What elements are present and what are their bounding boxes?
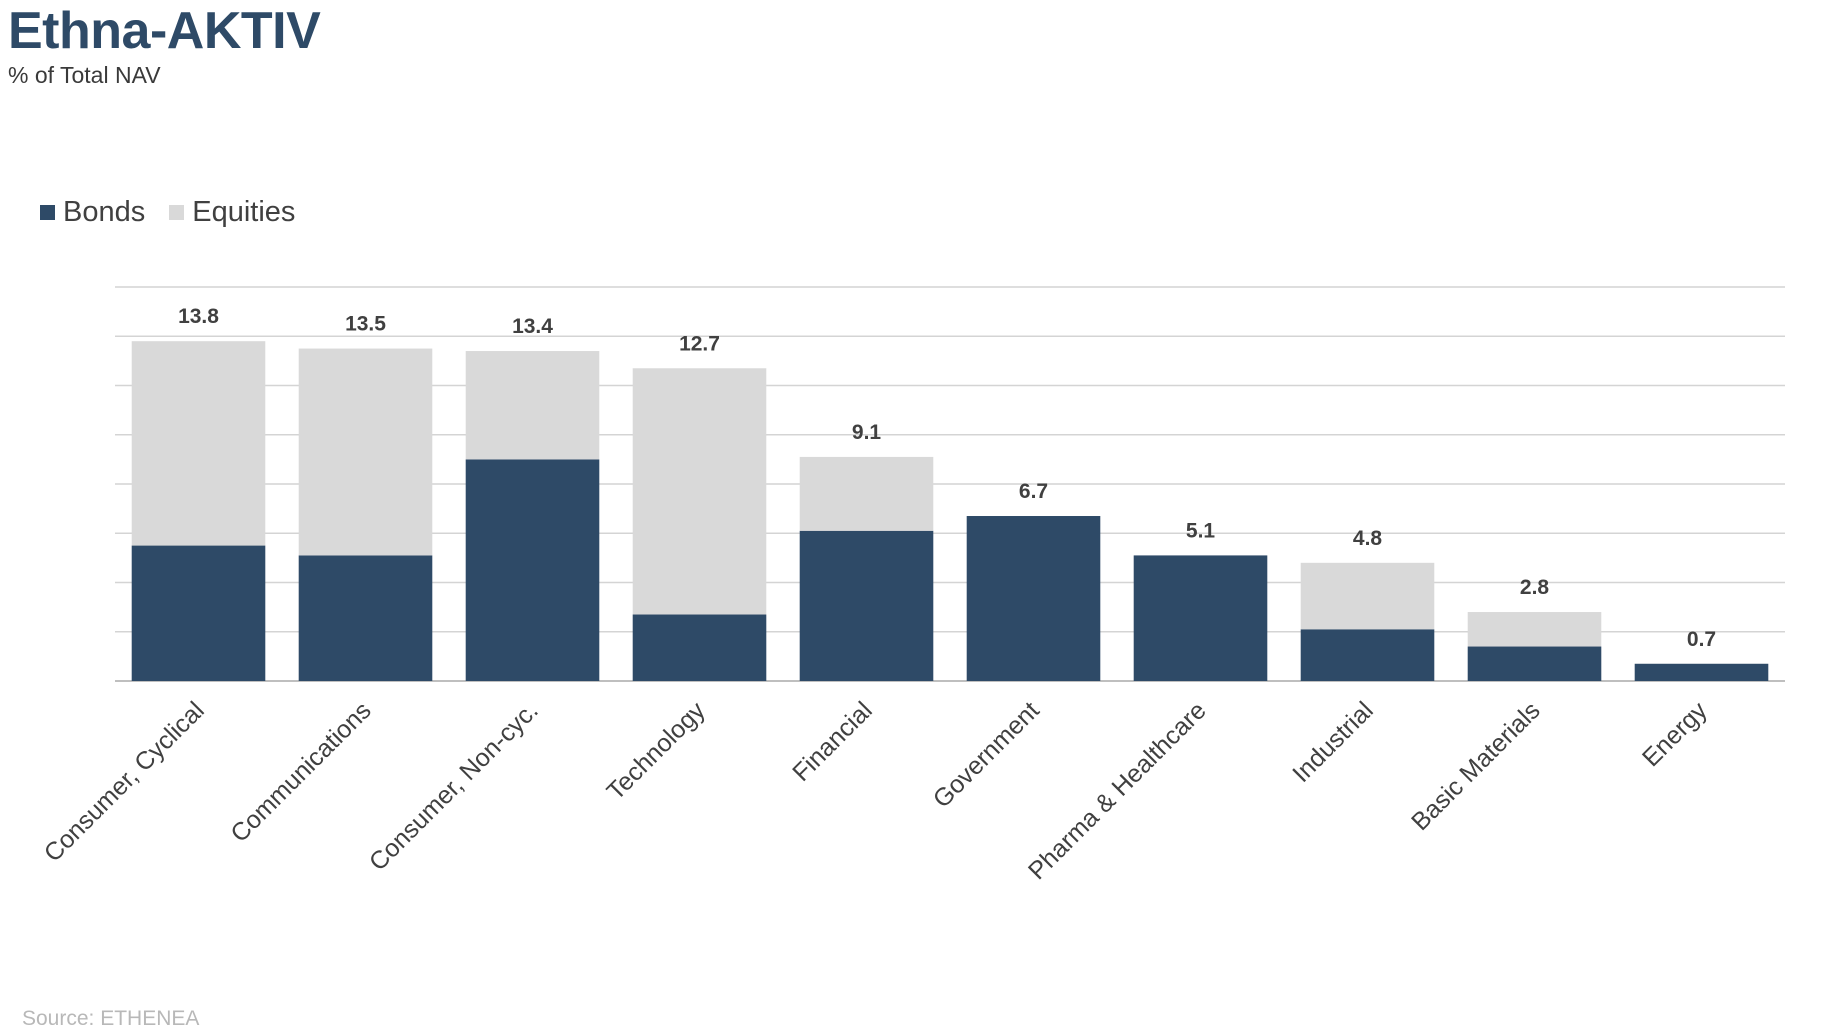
x-tick-label: Technology bbox=[602, 696, 712, 806]
x-tick-label: Government bbox=[928, 696, 1045, 813]
bar-bonds-0 bbox=[131, 545, 266, 681]
bar-equities-7 bbox=[1300, 562, 1435, 630]
data-label-total: 5.1 bbox=[1186, 519, 1216, 542]
bar-equities-8 bbox=[1467, 612, 1602, 647]
x-tick-label: Consumer, Cyclical bbox=[39, 696, 210, 867]
data-labels: 13.8 13.5 13.4 12.7 9.1 6.7 5.1 4.8 2.8 0.7 bbox=[178, 305, 1716, 651]
legend-swatch-equities bbox=[169, 205, 185, 220]
x-tick-label: Industrial bbox=[1287, 696, 1379, 788]
data-label-total: 6.7 bbox=[1019, 480, 1048, 503]
data-label-total: 4.8 bbox=[1353, 527, 1383, 550]
chart-title: Ethna-AKTIV bbox=[8, 2, 321, 60]
bar-equities-4 bbox=[799, 456, 934, 531]
bar-bonds-4 bbox=[799, 530, 934, 681]
legend-label-equities: Equities bbox=[192, 196, 296, 228]
bar-bonds-7 bbox=[1300, 629, 1435, 681]
legend: Bonds Equities bbox=[40, 196, 319, 229]
data-label-total: 13.5 bbox=[345, 313, 386, 336]
x-tick-label: Pharma & Healthcare bbox=[1023, 696, 1212, 885]
x-tick-label: Financial bbox=[787, 696, 878, 787]
legend-item-bonds: Bonds bbox=[40, 196, 145, 229]
bar-bonds-6 bbox=[1133, 555, 1268, 681]
bar-bonds-2 bbox=[465, 459, 600, 681]
bar-equities-2 bbox=[465, 351, 600, 460]
data-label-total: 13.8 bbox=[178, 305, 219, 328]
bars bbox=[131, 341, 1769, 681]
x-tick-label: Basic Materials bbox=[1406, 696, 1546, 836]
bar-bonds-5 bbox=[966, 516, 1101, 681]
data-label-total: 2.8 bbox=[1520, 576, 1550, 599]
data-label-total: 13.4 bbox=[512, 315, 553, 338]
data-label-total: 0.7 bbox=[1687, 628, 1716, 651]
source-note: Source: ETHENEA bbox=[22, 1007, 200, 1030]
bar-bonds-1 bbox=[298, 555, 433, 681]
bar-bonds-3 bbox=[632, 614, 767, 681]
bar-equities-3 bbox=[632, 368, 767, 615]
data-label-total: 12.7 bbox=[679, 332, 720, 355]
x-tick-labels: Consumer, Cyclical CommunicationsConsumer… bbox=[39, 696, 1713, 885]
bar-equities-1 bbox=[298, 348, 433, 556]
bar-bonds-9 bbox=[1634, 663, 1769, 681]
x-tick-label: Energy bbox=[1637, 696, 1713, 772]
data-label-total: 9.1 bbox=[852, 421, 882, 444]
legend-swatch-bonds bbox=[40, 205, 55, 220]
legend-item-equities: Equities bbox=[169, 196, 295, 229]
bar-bonds-8 bbox=[1467, 646, 1602, 681]
x-tick-label: Consumer, Non-cyc. bbox=[364, 696, 544, 876]
x-tick-label: Communications bbox=[225, 696, 376, 847]
chart-subtitle: % of Total NAV bbox=[8, 62, 161, 88]
legend-label-bonds: Bonds bbox=[63, 196, 146, 228]
bar-equities-0 bbox=[131, 341, 266, 546]
